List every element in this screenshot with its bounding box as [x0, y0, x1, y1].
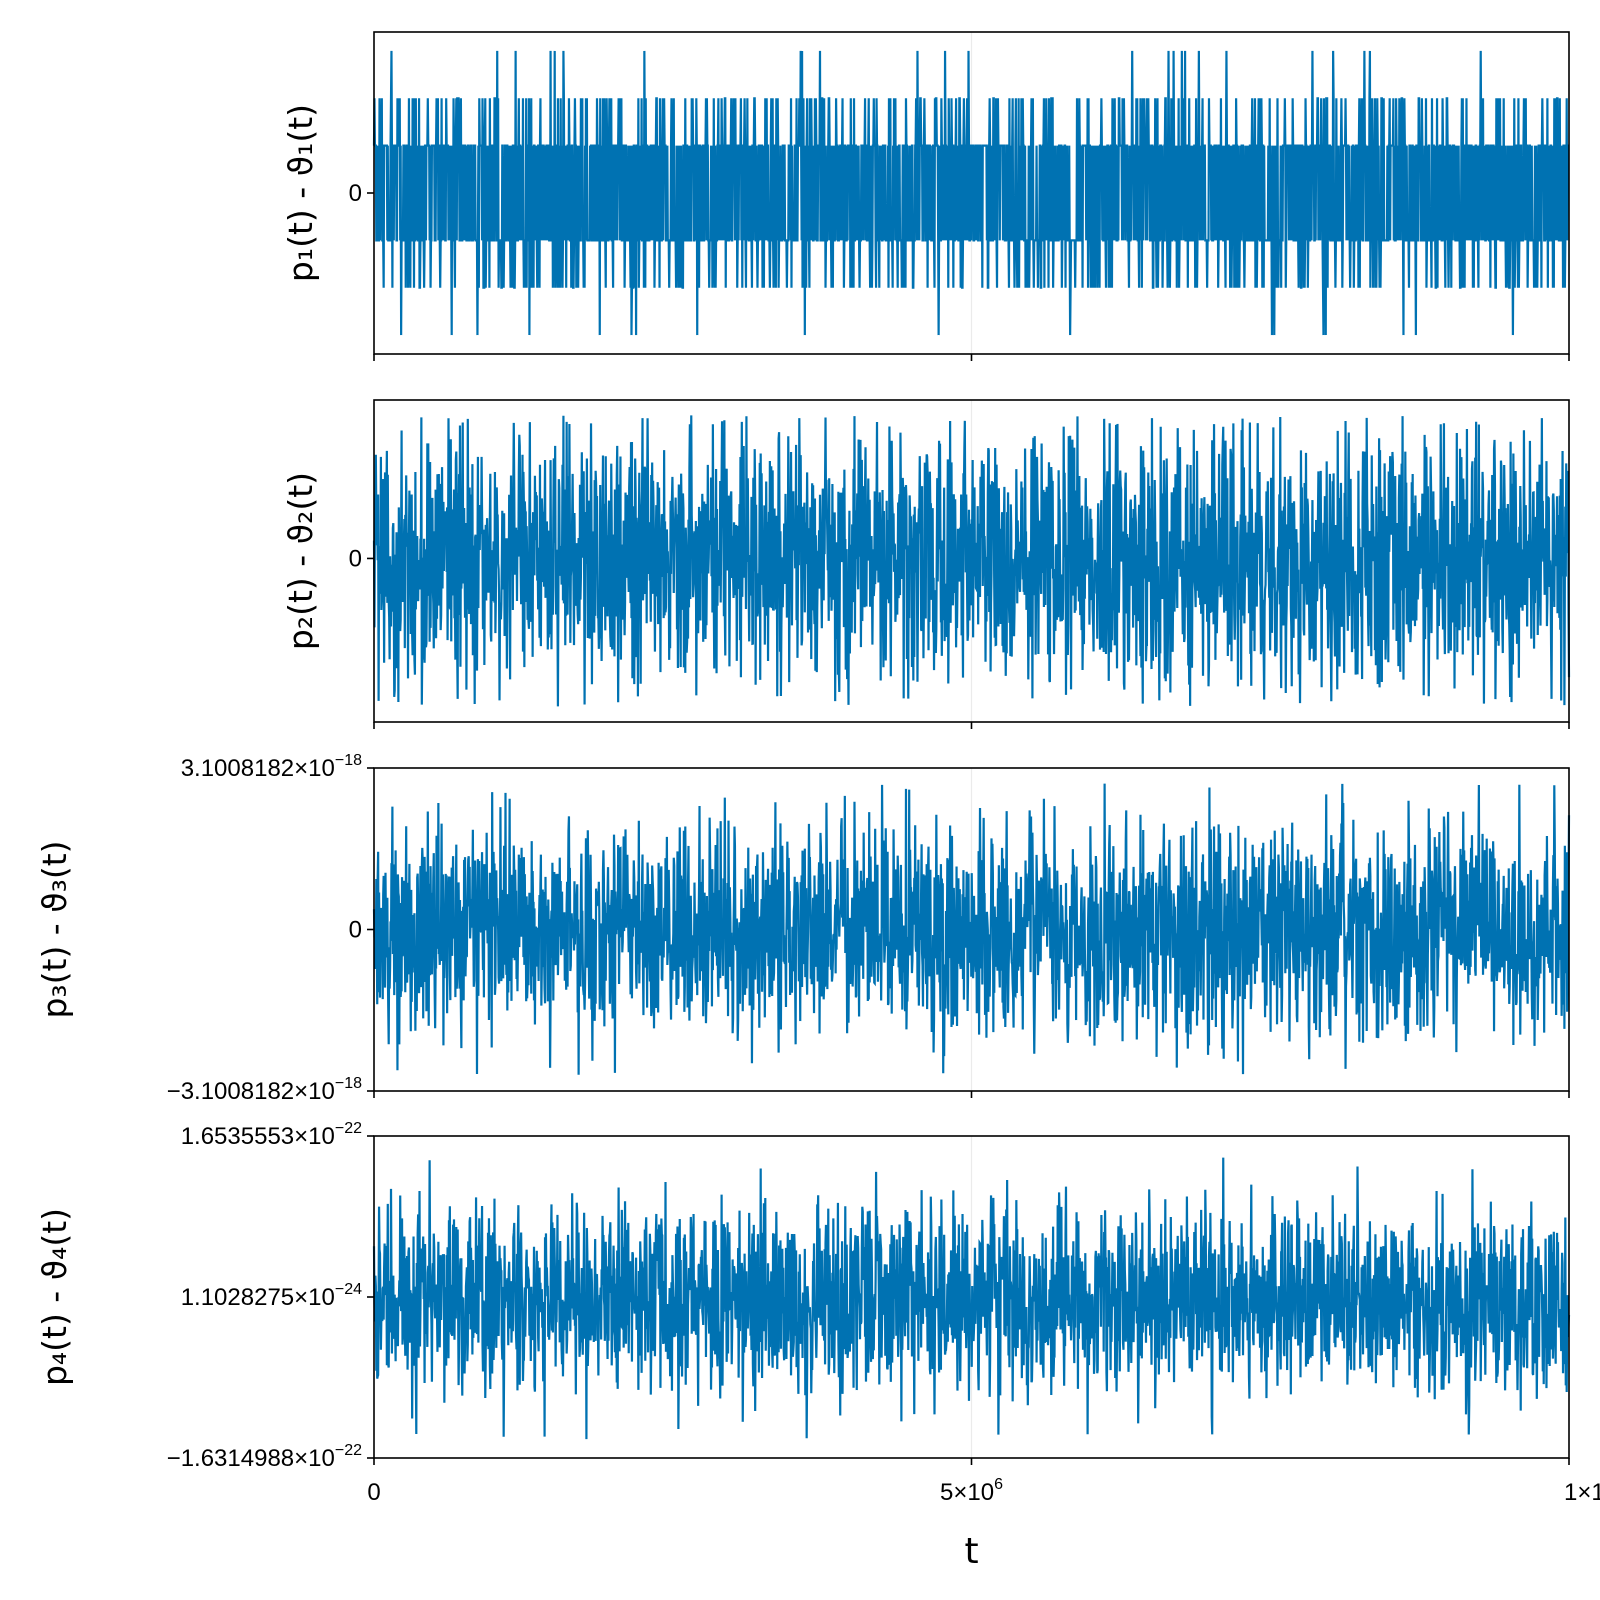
y-axis-label: p₃(t) - ϑ₃(t): [35, 840, 74, 1018]
series-line-2: [372, 415, 1571, 707]
x-tick-label: 0: [367, 1479, 380, 1506]
y-tick-label: 0: [349, 545, 362, 572]
panel-4: 1.6535553×10−22 1.1028275×10−24 −1.6314988…: [35, 1120, 1571, 1472]
panel-2: 0 p₂(t) - ϑ₂(t): [281, 399, 1571, 729]
y-tick-label: −1.6314988×10−22: [167, 1442, 362, 1472]
x-axis-label: t: [964, 1531, 978, 1572]
y-tick-label: 0: [349, 917, 362, 944]
panel-1: 0 p₁(t) - ϑ₁(t): [281, 31, 1570, 361]
y-tick-label: −3.1008182×10−18: [167, 1075, 362, 1105]
y-axis-label: p₄(t) - ϑ₄(t): [35, 1208, 74, 1386]
y-tick-label: 1.1028275×10−24: [181, 1281, 362, 1311]
x-tick-label: 5×106: [940, 1476, 1003, 1506]
x-tick-label: 1×10: [1564, 1479, 1600, 1506]
panel-3: 3.1008182×10−18 0 −3.1008182×10−18 p₃(t) - …: [35, 752, 1571, 1105]
series-line-4: [372, 1157, 1571, 1440]
series-line-3: [372, 783, 1571, 1075]
y-tick-label: 1.6535553×10−22: [181, 1120, 362, 1150]
y-axis-label: p₂(t) - ϑ₂(t): [281, 472, 320, 650]
series-line-1: [372, 50, 1569, 336]
y-tick-label: 0: [349, 180, 362, 207]
y-tick-label: 3.1008182×10−18: [181, 752, 362, 782]
y-axis-label: p₁(t) - ϑ₁(t): [281, 104, 320, 282]
x-axis: 0 5×106 1×10 t: [367, 1476, 1600, 1572]
